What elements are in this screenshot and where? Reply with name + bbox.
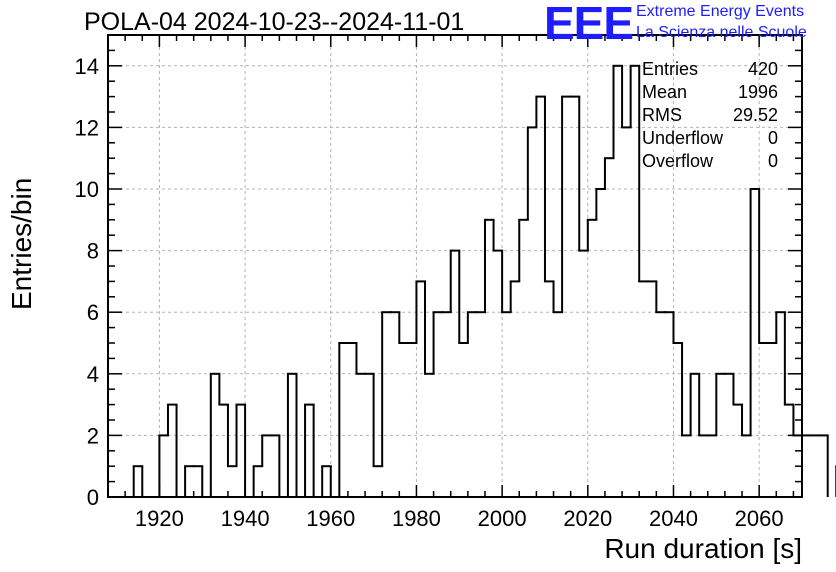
y-tick-label-7: 14 xyxy=(75,54,99,79)
x-tick-label-2: 1960 xyxy=(306,506,355,531)
histogram-bin-9 xyxy=(209,372,221,497)
histogram-bin-43 xyxy=(501,250,512,314)
x-tick-label-3: 1980 xyxy=(392,506,441,531)
histogram-bin-10 xyxy=(218,373,229,406)
stat-entries-label: Entries xyxy=(642,59,699,79)
histogram-bin-12 xyxy=(235,403,247,467)
stat-entries-value: 420 xyxy=(747,59,778,79)
x-tick-label-6: 2040 xyxy=(649,506,698,531)
histogram-bin-28 xyxy=(372,373,384,468)
logo-subtitle-2: La Scienza nelle Scuole xyxy=(636,24,807,41)
histogram-bin-14 xyxy=(252,465,264,497)
histogram-bin-55 xyxy=(603,157,615,189)
chart-title: POLA-04 2024-10-23--2024-11-01 xyxy=(84,8,465,36)
y-tick-label-1: 2 xyxy=(87,423,99,448)
histogram-bin-47 xyxy=(535,95,546,128)
logo-subtitle-1: Extreme Energy Events xyxy=(636,3,805,20)
stat-overflow-label: Overflow xyxy=(642,151,714,171)
histogram-bin-11 xyxy=(226,404,238,468)
histogram-bin-57 xyxy=(621,65,632,129)
x-tick-label-4: 2000 xyxy=(478,506,527,531)
histogram-bin-41 xyxy=(483,218,495,313)
stat-underflow-label: Underflow xyxy=(642,128,724,148)
y-tick-labels: 0 2 4 6 8 10 12 14 xyxy=(75,54,99,510)
histogram-bin-59 xyxy=(638,65,649,283)
x-axis-label: Run duration [s] xyxy=(604,533,802,564)
axes-frame xyxy=(107,34,803,498)
x-tick-label-1: 1940 xyxy=(221,506,270,531)
histogram-bin-54 xyxy=(595,188,606,220)
histogram-bin-44 xyxy=(509,280,521,313)
histogram-bin-49 xyxy=(552,281,564,314)
histogram-bin-4 xyxy=(166,403,178,436)
histogram-bin-64 xyxy=(681,343,692,437)
histogram-bin-75 xyxy=(775,311,786,343)
grid-lines xyxy=(108,35,802,497)
histogram-bin-56 xyxy=(612,64,624,159)
plot-frame xyxy=(107,34,803,498)
histogram-bin-73 xyxy=(758,189,769,344)
x-tick-label-7: 2060 xyxy=(735,506,784,531)
y-axis-label: Entries/bin xyxy=(6,177,37,310)
stat-overflow-value: 0 xyxy=(767,151,778,171)
eee-logo: EEE xyxy=(544,0,634,49)
histogram-bin-29 xyxy=(381,311,392,467)
histogram-bin-52 xyxy=(578,96,589,252)
histogram-bin-37 xyxy=(449,249,461,313)
histogram-bin-53 xyxy=(586,218,598,251)
histogram-bin-70 xyxy=(732,373,744,406)
histogram-bin-38 xyxy=(458,250,469,344)
histogram-bin-39 xyxy=(466,311,478,343)
y-tick-label-3: 6 xyxy=(87,300,99,325)
x-tick-label-5: 2020 xyxy=(563,506,612,531)
histogram-bin-71 xyxy=(741,404,752,437)
histogram-bin-65 xyxy=(689,372,701,436)
stat-mean-value: 1996 xyxy=(737,82,778,102)
histogram-bin-26 xyxy=(355,343,367,375)
histogram-bin-50 xyxy=(561,95,572,313)
histogram-bin-22 xyxy=(321,465,332,497)
histogram-bin-63 xyxy=(672,312,684,344)
y-tick-label-2: 4 xyxy=(87,362,99,387)
histogram-bin-6 xyxy=(184,465,195,497)
histogram-bars xyxy=(132,64,836,497)
histogram-bin-61 xyxy=(655,281,666,314)
stat-rms-value: 29.52 xyxy=(732,105,778,125)
y-tick-label-0: 0 xyxy=(87,485,99,510)
stat-mean-label: Mean xyxy=(642,82,688,102)
x-tick-labels: 1920 1940 1960 1980 2000 2020 2040 2060 xyxy=(135,506,784,531)
histogram-bin-3 xyxy=(158,434,169,497)
histogram-bin-18 xyxy=(286,372,298,497)
histogram-bin-31 xyxy=(398,312,409,344)
histogram-bin-24 xyxy=(338,342,349,497)
y-tick-label-5: 10 xyxy=(75,177,99,202)
histogram-bin-76 xyxy=(783,312,795,406)
histogram-bin-48 xyxy=(543,96,555,283)
histogram-bin-42 xyxy=(492,219,504,252)
stat-rms-label: RMS xyxy=(642,105,682,125)
x-tick-label-0: 1920 xyxy=(135,506,184,531)
histogram-bin-66 xyxy=(698,373,709,437)
histogram-bin-20 xyxy=(304,403,315,497)
stat-underflow-value: 0 xyxy=(767,128,778,148)
y-tick-label-6: 12 xyxy=(75,115,99,140)
histogram-bin-0 xyxy=(132,465,144,497)
histogram-bin-35 xyxy=(432,311,444,374)
histogram-bin-72 xyxy=(749,188,761,436)
histogram-bin-58 xyxy=(629,64,641,128)
histogram-bin-46 xyxy=(526,126,538,220)
histogram-bin-68 xyxy=(715,372,726,436)
histogram-bin-15 xyxy=(261,434,272,467)
histogram-bin-45 xyxy=(518,218,529,282)
histogram-bin-34 xyxy=(424,281,435,375)
y-tick-label-4: 8 xyxy=(87,239,99,264)
histogram-bin-33 xyxy=(415,280,427,343)
